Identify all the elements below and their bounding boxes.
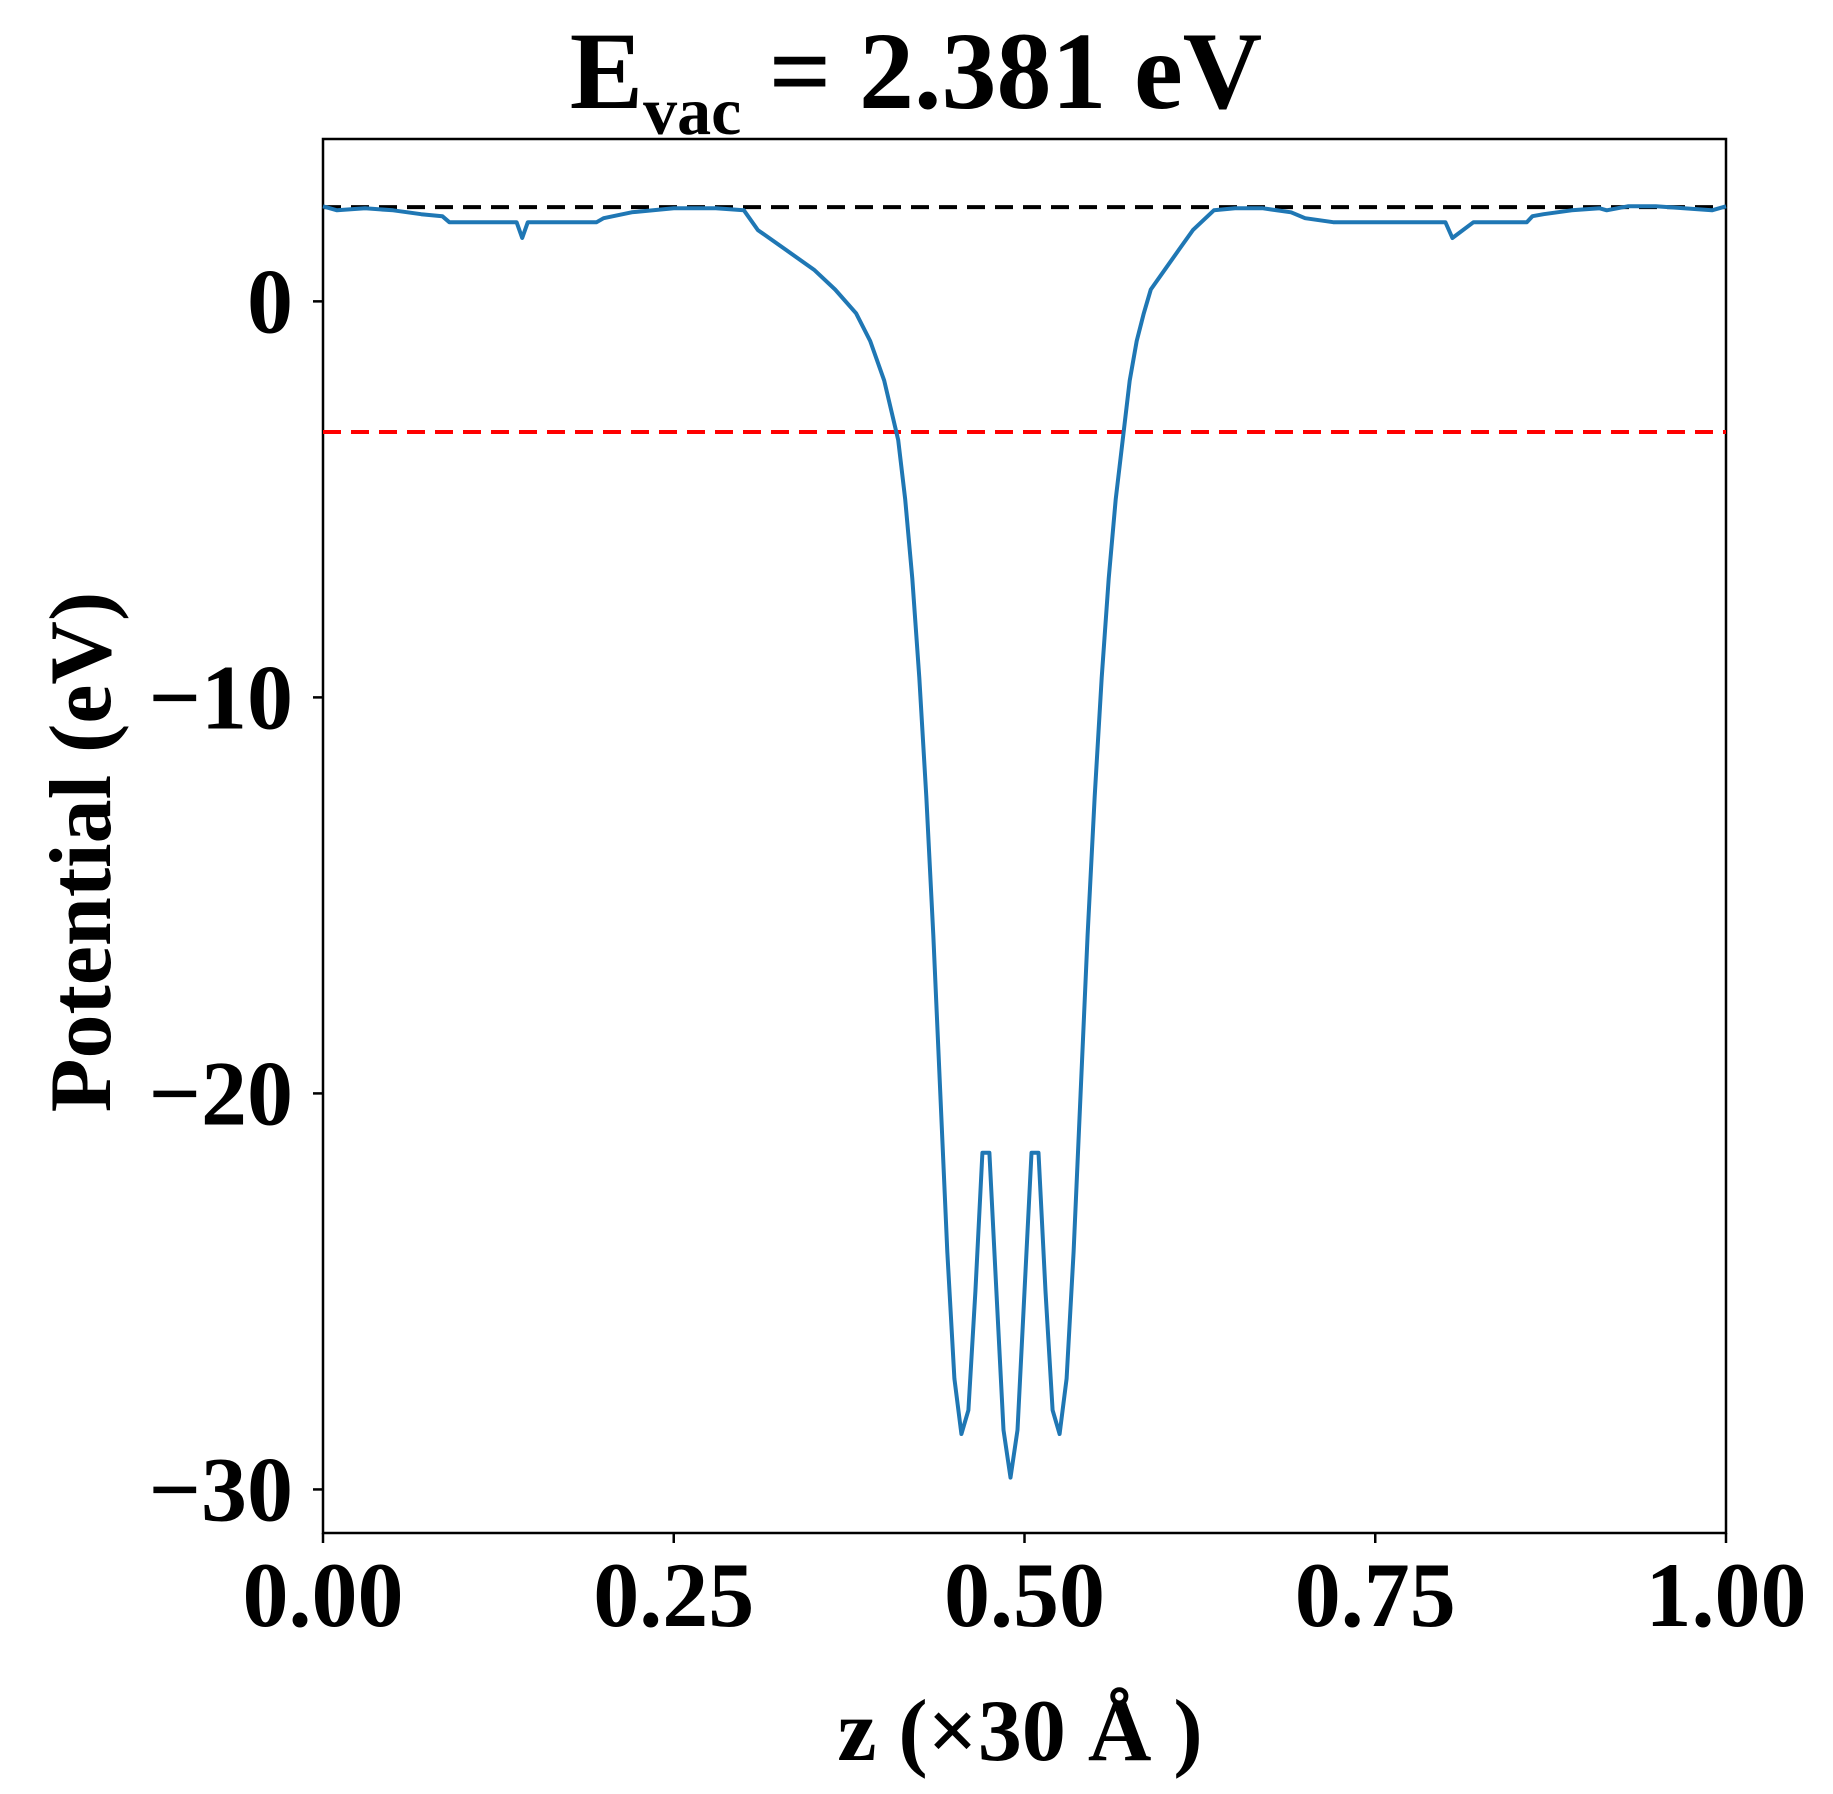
x-tick-label-0: 0.00 bbox=[243, 1544, 404, 1646]
potential-series-line bbox=[322, 204, 1727, 1480]
title-main: E bbox=[570, 10, 643, 132]
y-tick-label-1: −10 bbox=[149, 646, 293, 748]
x-axis-label: z (×30 Å ) bbox=[837, 1683, 1202, 1780]
y-tick-label-0: 0 bbox=[247, 250, 293, 352]
reference-lines bbox=[323, 205, 1726, 435]
x-tick-label-2: 0.50 bbox=[944, 1544, 1105, 1646]
title-rest: = 2.381 eV bbox=[741, 10, 1262, 132]
title-subscript: vac bbox=[643, 73, 741, 149]
x-tick-label-3: 0.75 bbox=[1295, 1544, 1456, 1646]
y-axis-ticks: 0 −10 −20 −30 bbox=[149, 250, 323, 1540]
plot-area: 0.00 0.25 0.50 0.75 1.00 0 −10 −20 −30 bbox=[149, 137, 1807, 1646]
x-axis-ticks: 0.00 0.25 0.50 0.75 1.00 bbox=[243, 1533, 1807, 1646]
y-tick-label-3: −30 bbox=[149, 1438, 293, 1540]
chart-title: Evac = 2.381 eV bbox=[570, 10, 1263, 149]
y-axis-label: Potential (eV) bbox=[33, 592, 130, 1112]
x-tick-label-4: 1.00 bbox=[1646, 1544, 1807, 1646]
y-tick-label-2: −20 bbox=[149, 1042, 293, 1144]
x-tick-label-1: 0.25 bbox=[593, 1544, 754, 1646]
